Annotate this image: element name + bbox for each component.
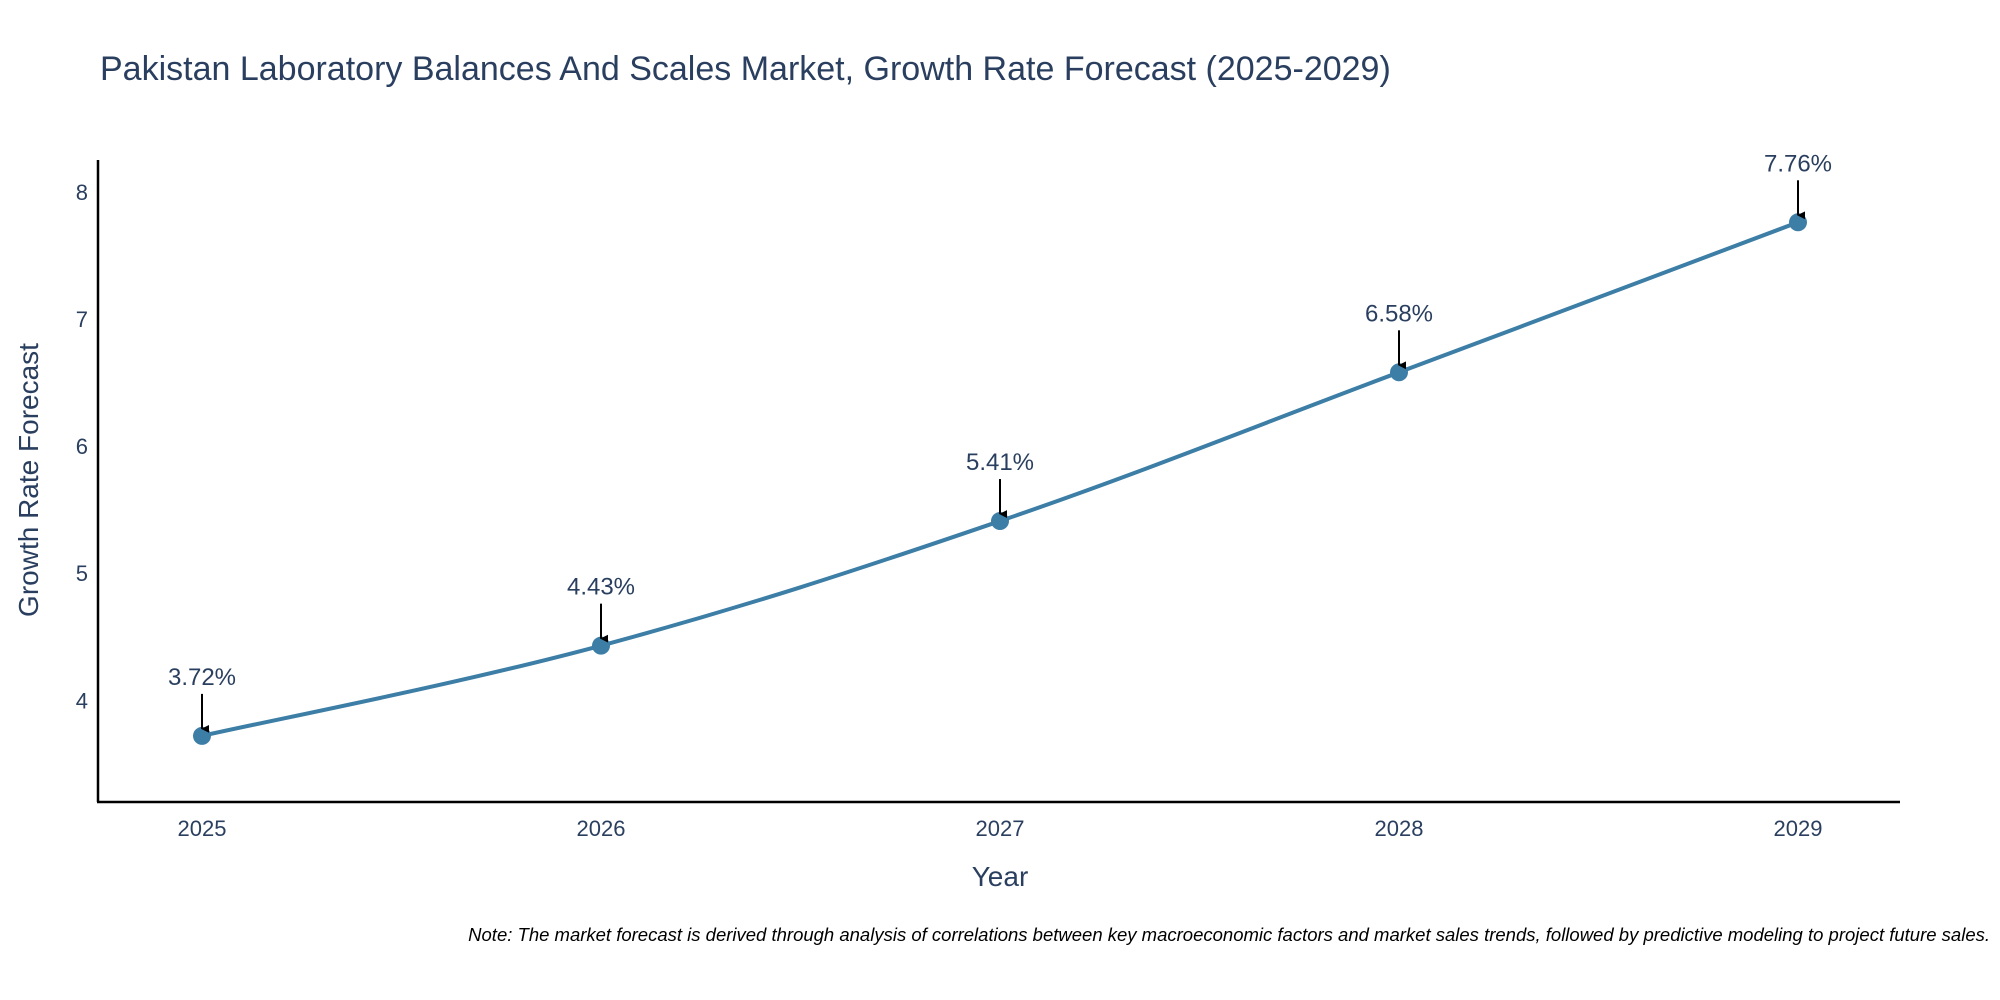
footnote: Note: The market forecast is derived thr… xyxy=(468,924,1990,945)
y-tick-label: 7 xyxy=(76,307,88,332)
data-point-marker xyxy=(193,726,211,745)
data-label-annotations: 3.72% 4.43% 5.41% 6.58% 7.76% xyxy=(168,150,1832,733)
y-tick-label: 6 xyxy=(76,434,88,459)
y-tick-label: 8 xyxy=(76,180,88,205)
y-axis-ticks: 4 5 6 7 8 xyxy=(76,180,88,714)
y-tick-label: 4 xyxy=(76,688,88,713)
x-axis-title: Year xyxy=(972,861,1029,892)
x-tick-label: 2025 xyxy=(178,816,227,841)
data-point-marker xyxy=(991,512,1009,531)
x-tick-label: 2027 xyxy=(976,816,1025,841)
x-axis-ticks: 2025 2026 2027 2028 2029 xyxy=(178,816,1823,841)
y-tick-label: 5 xyxy=(76,561,88,586)
plot-area: 4 5 6 7 8 2025 2026 2027 2028 2029 3.72% 4.43% 5.4… xyxy=(76,150,1900,841)
x-tick-label: 2026 xyxy=(577,816,626,841)
data-label: 3.72% xyxy=(168,664,236,691)
data-label: 5.41% xyxy=(966,449,1034,476)
data-label: 6.58% xyxy=(1365,300,1433,327)
data-point-marker xyxy=(592,636,610,655)
chart-title: Pakistan Laboratory Balances And Scales … xyxy=(100,50,1391,88)
data-point-marker xyxy=(1789,213,1807,232)
data-label: 7.76% xyxy=(1764,150,1832,177)
x-tick-label: 2029 xyxy=(1774,816,1823,841)
y-axis-title: Growth Rate Forecast xyxy=(13,343,44,617)
data-point-marker xyxy=(1390,363,1408,382)
x-tick-label: 2028 xyxy=(1375,816,1424,841)
data-label: 4.43% xyxy=(567,574,635,601)
